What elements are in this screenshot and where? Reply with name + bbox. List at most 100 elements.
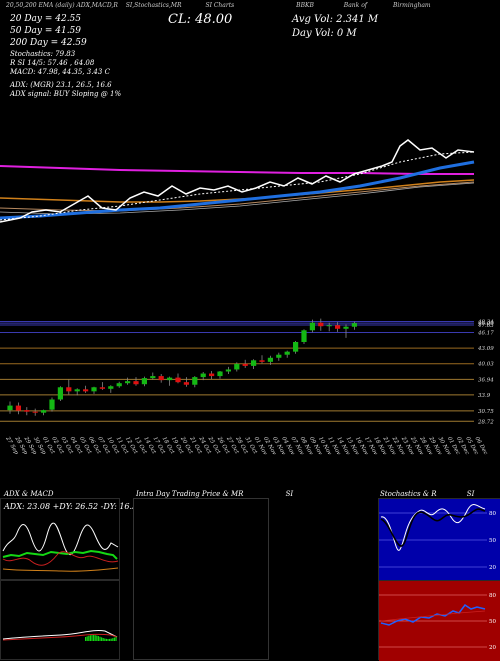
candle-down — [335, 325, 341, 329]
rsi-label: R SI 14/5: 57.46 , 64.08 — [10, 59, 95, 67]
price-level-label: 40.03 — [477, 362, 494, 368]
adx-signal-label: ADX signal: BUY Sloping @ 1% — [10, 90, 122, 98]
candle-down — [99, 387, 105, 389]
candle-down — [183, 382, 189, 385]
macd-histogram-bar — [109, 638, 111, 641]
macd-label: MACD: 47.98, 44.35, 3.43 C — [10, 68, 110, 76]
candle-up — [57, 387, 63, 400]
adx-lines — [2, 522, 119, 572]
header-line0: 20,50,200 EMA (daily) ADX,MACD,R SI,Stoc… — [6, 2, 431, 9]
price-level-label: 43.09 — [477, 346, 494, 352]
stoch-title-si: SI — [466, 490, 475, 498]
candle-up — [284, 351, 290, 355]
macd-histogram-bar — [113, 637, 115, 641]
adx-panel-title: ADX & MACD — [4, 490, 54, 498]
candle-up — [125, 381, 131, 384]
stoch-panel-title: Stochastics & R SI — [380, 490, 474, 498]
candle-down — [259, 360, 265, 362]
rsi-level-label: 50 — [489, 619, 496, 625]
macd-histogram-bar — [86, 636, 88, 641]
stochastics-chart: 80 50 20 — [379, 499, 500, 581]
candle-up — [192, 377, 198, 385]
macd-histogram-bar — [93, 635, 95, 641]
candle-up — [225, 369, 231, 372]
adx-white-line — [2, 522, 119, 555]
candle-up — [7, 405, 13, 411]
candle-up — [167, 377, 173, 381]
candle-down — [175, 377, 181, 383]
header-indicators: 20,50,200 EMA (daily) ADX,MACD,R — [6, 2, 118, 9]
price-level-label: 36.94 — [478, 377, 494, 383]
candle-down — [24, 410, 30, 412]
price-level-label: 48.34 — [477, 319, 494, 325]
macd-histogram-bar — [94, 635, 96, 641]
candle-down — [318, 322, 324, 327]
adx-green-line — [2, 549, 118, 560]
candle-down — [133, 381, 139, 385]
candle-up — [49, 399, 55, 410]
macd-histogram-bar — [89, 635, 91, 641]
ema20-label: 20 Day = 42.55 — [10, 14, 82, 24]
day-vol-label: Day Vol: 0 M — [292, 28, 357, 39]
stochastics-d-line — [380, 508, 486, 547]
price-level-label: 33.9 — [478, 393, 491, 399]
macd-histogram-bar — [101, 637, 103, 641]
adx-label: ADX: (MGR) 23.1, 26.5, 16.6 — [10, 81, 112, 89]
ema20-line — [0, 151, 475, 221]
ema200-line — [0, 165, 474, 175]
price-level-label: 30.75 — [478, 409, 494, 415]
candle-up — [41, 410, 47, 413]
price-line — [0, 139, 475, 223]
header-company: Bank of — [343, 2, 368, 9]
stochastics-label: Stochastics: 79.83 — [10, 50, 76, 58]
macd-histogram-bar — [85, 637, 87, 641]
intraday-panel-title: Intra Day Trading Price & MR SI — [136, 490, 293, 498]
macd-histogram-bar — [107, 638, 109, 641]
candle-up — [150, 376, 156, 379]
candle-up — [267, 357, 273, 362]
macd-histogram-bar — [104, 638, 106, 641]
macd-signal-line — [2, 633, 118, 641]
ema50-line — [0, 160, 475, 220]
candle-down — [32, 411, 38, 413]
rsi-level-label: 20 — [489, 645, 496, 651]
stochastics-panel: 80 50 20 — [378, 498, 500, 581]
candle-up — [326, 325, 332, 327]
candle-up — [309, 322, 315, 331]
header-indicators-b: SI,Stochastics,MR — [125, 2, 182, 9]
price-level-label: 28.72 — [477, 419, 494, 425]
ema50-label: 50 Day = 41.59 — [10, 26, 82, 36]
rsi-level-label: 80 — [489, 593, 496, 599]
candle-up — [141, 378, 147, 385]
candle-up — [251, 360, 257, 366]
price-level-label: 48.00 — [477, 321, 494, 327]
intraday-title-main: Intra Day Trading Price & MR — [136, 490, 244, 498]
macd-histogram-bar — [88, 635, 90, 641]
header-ticker: BBKB — [296, 2, 314, 9]
ema-lines — [0, 139, 475, 223]
candle-down — [66, 387, 72, 392]
stochastics-level-label: 50 — [489, 538, 496, 544]
intraday-panel — [133, 498, 269, 660]
price-level-label: 47.63 — [477, 323, 494, 329]
candle-down — [15, 405, 21, 411]
macd-histogram-bar — [112, 638, 114, 641]
adx-panel: ADX: 23.08 +DY: 26.52 -DY: 16.57 — [0, 498, 142, 580]
macd-lines — [2, 630, 118, 641]
ma-line-orange — [0, 179, 475, 203]
candle-up — [351, 323, 357, 327]
macd-line — [2, 630, 118, 640]
candle-down — [83, 389, 89, 392]
candle-up — [74, 389, 80, 392]
header-company-b: Birmingham — [392, 2, 431, 9]
candle-up — [343, 326, 349, 329]
macd-histogram-bar — [115, 636, 117, 641]
macd-histogram-bar — [97, 636, 99, 641]
candle-down — [209, 373, 215, 377]
rsi-line — [380, 603, 486, 626]
stochastics-level-label: 20 — [489, 565, 496, 571]
candlesticks — [7, 318, 357, 416]
header-source: SI Charts — [205, 2, 235, 9]
